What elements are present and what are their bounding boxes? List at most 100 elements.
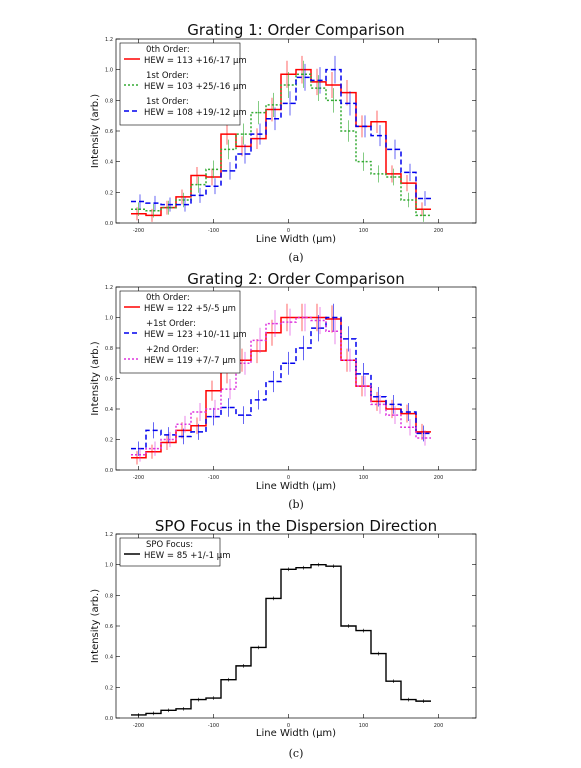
data-point (167, 207, 170, 209)
legend-box (119, 290, 241, 374)
chart-panel-3: SPO Focus in the Dispersion Direction -20… (90, 517, 477, 760)
data-point (139, 200, 141, 203)
data-point (137, 208, 140, 210)
data-point (136, 457, 138, 459)
data-point (229, 388, 231, 390)
x-axis-label: Line Width (μm) (256, 234, 336, 245)
data-point (242, 665, 245, 667)
y-tick-label: 0.8 (105, 346, 113, 352)
data-point (331, 84, 333, 86)
chart-panel-1: Grating 1: Order Comparison -200 -100 0 100 2… (90, 21, 477, 264)
legend-box (119, 537, 221, 567)
y-tick-label: 0.4 (105, 655, 113, 661)
series-3 (131, 303, 431, 462)
data-point (289, 102, 291, 104)
y-axis-label: Intensity (arb.) (90, 94, 101, 168)
data-point (302, 567, 305, 569)
legend-series-title: +1st Order: (146, 319, 196, 329)
chart-title: SPO Focus in the Dispersion Direction (155, 517, 437, 535)
data-point (154, 448, 156, 450)
data-point (197, 699, 200, 701)
data-point (391, 408, 393, 410)
data-point (407, 699, 410, 701)
y-tick-label: 0.4 (105, 160, 113, 166)
data-point (406, 182, 408, 184)
y-tick-label: 0.6 (105, 624, 113, 630)
legend-series-title: 1st Order: (146, 97, 189, 107)
data-point (272, 597, 275, 600)
data-point (229, 170, 231, 172)
y-tick-label: 0.0 (105, 221, 113, 227)
data-point (317, 327, 320, 329)
data-point (184, 423, 186, 425)
data-point (286, 73, 288, 75)
data-point (244, 153, 246, 155)
data-point (301, 69, 303, 71)
data-point (422, 432, 425, 434)
data-point (422, 700, 425, 702)
x-tick-label: 0 (287, 475, 290, 481)
x-axis-label: Line Width (μm) (256, 481, 336, 492)
data-point (184, 204, 186, 206)
data-point (169, 204, 171, 206)
data-point (197, 431, 200, 433)
data-point (212, 416, 215, 418)
series-2 (131, 60, 431, 222)
data-point (347, 338, 350, 340)
x-tick-label: 100 (359, 475, 369, 481)
data-point (376, 121, 378, 123)
data-point (379, 403, 381, 406)
data-point (259, 133, 261, 135)
y-tick-label: 0.8 (105, 98, 113, 104)
data-point (212, 697, 215, 699)
data-point (256, 350, 258, 352)
y-tick-label: 0.8 (105, 593, 113, 599)
legend-hew-label: HEW = 119 +7/-7 μm (144, 356, 236, 366)
chart-title: Grating 1: Order Comparison (187, 21, 404, 39)
data-point (167, 709, 170, 711)
x-tick-label: -100 (208, 475, 219, 481)
y-tick-label: 0.0 (105, 468, 113, 474)
chart-title: Grating 2: Order Comparison (187, 270, 404, 288)
data-point (392, 403, 395, 406)
y-tick-label: 0.6 (105, 129, 113, 135)
x-tick-label: -200 (133, 475, 144, 481)
data-point (394, 414, 396, 416)
data-point (349, 359, 351, 361)
data-point (199, 411, 201, 413)
y-tick-label: 0.2 (105, 685, 113, 691)
y-tick-label: 0.6 (105, 377, 113, 383)
data-point (334, 330, 336, 332)
figure-caption: (b) (288, 498, 304, 511)
data-point (377, 396, 380, 398)
data-point (317, 87, 320, 89)
data-point (182, 199, 185, 201)
data-point (349, 102, 351, 104)
series-1 (131, 562, 431, 717)
data-point (376, 400, 378, 402)
data-point (214, 408, 216, 410)
data-point (214, 185, 216, 187)
data-point (259, 339, 261, 341)
data-point (256, 138, 258, 140)
data-point (287, 84, 290, 86)
data-point (286, 316, 288, 319)
legend-hew-label: HEW = 123 +10/-11 μm (144, 330, 247, 340)
data-point (304, 76, 306, 78)
x-axis-label: Line Width (μm) (256, 728, 336, 739)
data-point (331, 318, 333, 320)
chart-panel-2: Grating 2: Order Comparison -200 -100 0 100 2… (90, 270, 477, 511)
data-point (392, 680, 395, 682)
data-point (136, 213, 138, 215)
series-2 (131, 303, 431, 456)
data-point (421, 208, 423, 210)
data-point (304, 316, 306, 319)
series-step-line (131, 316, 431, 456)
data-point (346, 92, 348, 94)
data-point (302, 73, 305, 75)
data-point (409, 426, 411, 428)
legend-series-title: 1st Order: (146, 71, 189, 81)
y-tick-label: 1.2 (105, 285, 113, 291)
x-tick-label: 100 (359, 228, 369, 234)
data-point (316, 316, 318, 319)
